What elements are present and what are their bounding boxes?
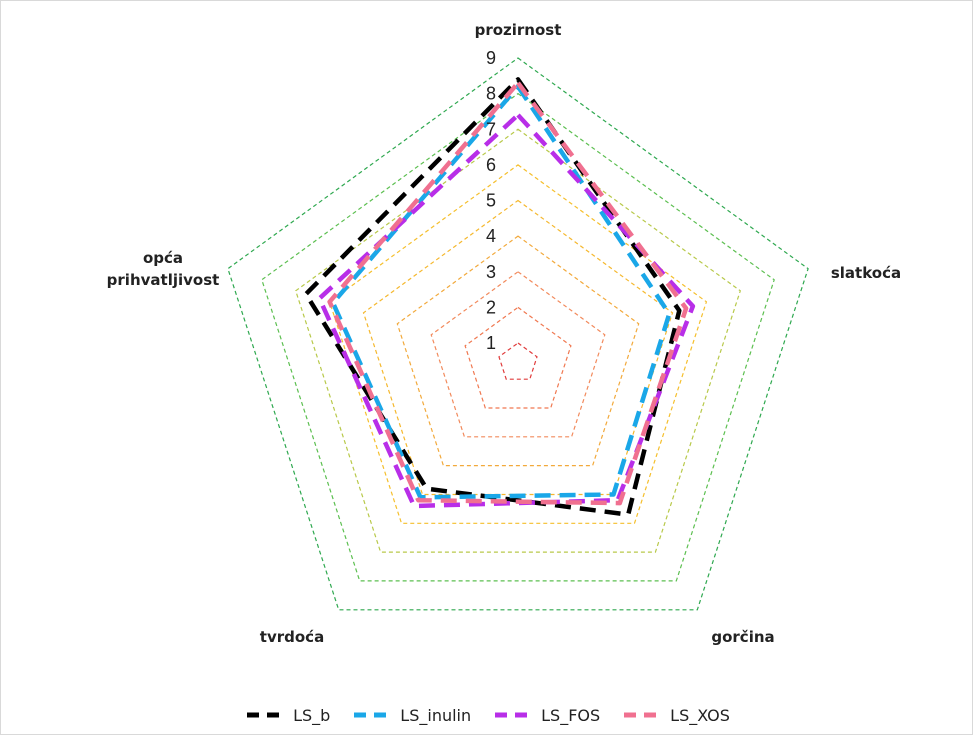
tick-label-4: 4 <box>486 226 496 246</box>
grid-ring-2 <box>464 306 572 409</box>
axis-label-opca-prihvatljivost: opća prihvatljivost <box>107 249 220 289</box>
tick-label-5: 5 <box>486 191 496 211</box>
grid-ring-5 <box>362 199 674 496</box>
legend-swatch-ls-fos <box>495 712 536 718</box>
radar-chart: 1 2 3 4 5 6 7 8 9 prozirnost slatkoća gorčina tvrdo… <box>107 21 901 646</box>
axis-label-prozirnost: prozirnost <box>475 21 562 39</box>
grid-ring-3 <box>430 271 606 438</box>
axis-label-layer: prozirnost slatkoća gorčina tvrdoća opća prih… <box>107 21 901 646</box>
tick-label-8: 8 <box>486 84 496 104</box>
grid-ring-8 <box>261 92 775 582</box>
legend: LS_b LS_inulin LS_FOS LS_XOS <box>1 701 974 729</box>
tick-label-6: 6 <box>486 155 496 175</box>
axis-label-gorcina: gorčina <box>711 628 774 646</box>
axis-label-slatkoca: slatkoća <box>831 264 901 282</box>
legend-label-ls-b: LS_b <box>293 705 331 725</box>
legend-label-ls-fos: LS_FOS <box>541 705 601 725</box>
legend-item-ls-inulin: LS_inulin <box>352 706 471 725</box>
legend-label-ls-inulin: LS_inulin <box>400 705 472 725</box>
grid-ring-6 <box>328 164 708 524</box>
legend-label-ls-xos: LS_XOS <box>670 705 730 725</box>
grid-ring-4 <box>396 235 640 467</box>
legend-swatch-ls-xos <box>624 712 665 718</box>
series-line-ls-inulin <box>330 84 672 500</box>
tick-label-3: 3 <box>486 262 496 282</box>
tick-label-1: 1 <box>486 333 496 353</box>
legend-swatch-ls-inulin <box>354 712 395 718</box>
axis-label-tvrdoca: tvrdoća <box>260 628 324 646</box>
grid-ring-1 <box>498 342 538 380</box>
tick-label-9: 9 <box>486 48 496 68</box>
legend-item-ls-fos: LS_FOS <box>493 706 600 725</box>
series-line-ls-fos <box>317 112 696 509</box>
tick-label-7: 7 <box>486 119 496 139</box>
legend-swatch-ls-b <box>247 712 288 718</box>
series-line-ls-b <box>303 77 682 517</box>
grid-layer <box>227 57 809 611</box>
series-layer <box>303 77 696 517</box>
tick-label-layer: 1 2 3 4 5 6 7 8 9 <box>486 48 496 353</box>
grid-ring-9 <box>227 57 809 611</box>
series-line-ls-xos <box>327 80 689 506</box>
tick-label-2: 2 <box>486 297 496 317</box>
legend-item-ls-xos: LS_XOS <box>622 706 730 725</box>
legend-item-ls-b: LS_b <box>245 706 330 725</box>
